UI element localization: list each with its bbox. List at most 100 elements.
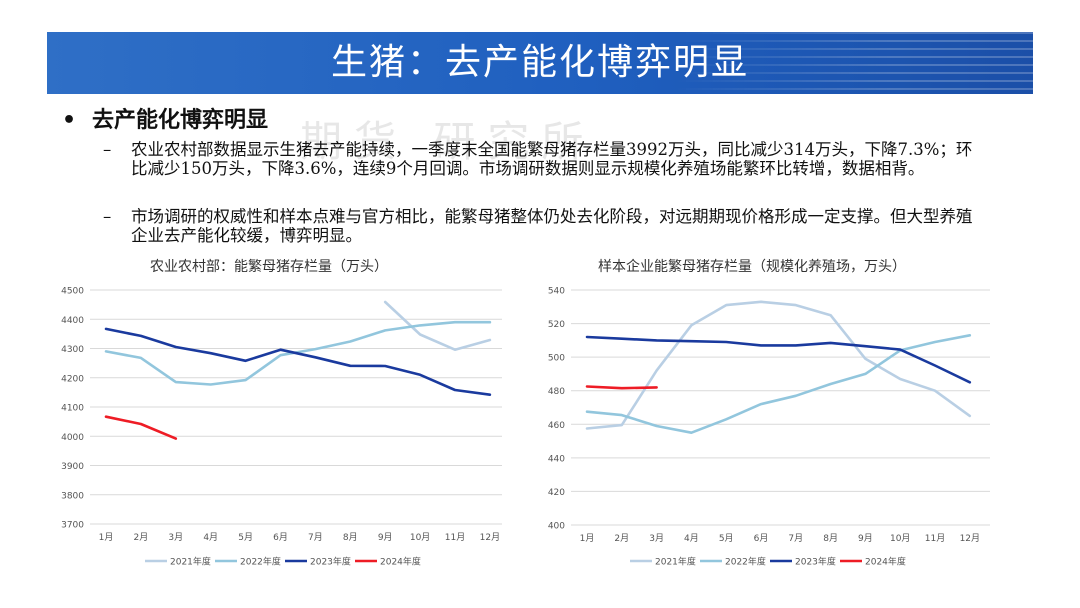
data-point bbox=[210, 383, 212, 385]
bullet-marker: • bbox=[62, 108, 77, 133]
y-tick-label: 480 bbox=[548, 387, 565, 397]
data-point bbox=[829, 314, 831, 316]
page-title: 生猪：去产能化博弈明显 bbox=[330, 42, 749, 83]
series-line bbox=[585, 334, 972, 434]
x-tick-label: 11月 bbox=[445, 532, 465, 543]
x-tick-label: 5月 bbox=[719, 533, 734, 544]
legend-label: 2022年度 bbox=[725, 556, 766, 568]
data-point bbox=[419, 324, 421, 326]
data-point bbox=[829, 342, 831, 344]
chart-2-title: 样本企业能繁母猪存栏量（规模化养殖场，万头） bbox=[598, 259, 906, 275]
data-point bbox=[140, 423, 142, 425]
x-tick-label: 7月 bbox=[788, 533, 803, 544]
data-point bbox=[586, 410, 588, 412]
y-tick-label: 4500 bbox=[61, 287, 84, 297]
data-point bbox=[586, 336, 588, 338]
y-tick-label: 3700 bbox=[61, 521, 84, 531]
legend-label: 2024年度 bbox=[380, 556, 421, 568]
banner-stripes bbox=[673, 32, 1033, 94]
chart-1: 3700 3800 3900 4000 4100 4200 4300 4400 4500 1月 2月… bbox=[61, 287, 502, 568]
data-point bbox=[725, 341, 727, 343]
subpoint-1: – 农业农村部数据显示生猪去产能持续，一季度末全国能繁母猪存栏量3992万头，同… bbox=[103, 140, 983, 178]
x-tick-label: 6月 bbox=[273, 532, 288, 543]
data-point bbox=[140, 357, 142, 359]
data-point bbox=[244, 379, 246, 381]
data-point bbox=[489, 394, 491, 396]
subpoint-text: 市场调研的权威性和样本点难与官方相比，能繁母猪整体仍处去化阶段，对远期期现价格形… bbox=[131, 207, 973, 245]
chart-1-title: 农业农村部：能繁母猪存栏量（万头） bbox=[150, 259, 388, 275]
data-point bbox=[454, 389, 456, 391]
data-point bbox=[175, 346, 177, 348]
data-point bbox=[314, 348, 316, 350]
y-tick-label: 4300 bbox=[61, 345, 84, 355]
data-point bbox=[384, 365, 386, 367]
data-point bbox=[349, 365, 351, 367]
x-tick-label: 1月 bbox=[580, 533, 595, 544]
data-point bbox=[244, 360, 246, 362]
data-point bbox=[725, 304, 727, 306]
data-point bbox=[105, 328, 107, 330]
data-point bbox=[621, 424, 623, 426]
data-point bbox=[829, 383, 831, 385]
data-point bbox=[899, 378, 901, 380]
y-tick-label: 520 bbox=[548, 320, 565, 330]
data-point bbox=[934, 390, 936, 392]
x-tick-label: 2月 bbox=[614, 533, 629, 544]
x-tick-label: 10月 bbox=[410, 532, 430, 543]
data-point bbox=[489, 321, 491, 323]
data-point bbox=[419, 333, 421, 335]
subpoint-text: 农业农村部数据显示生猪去产能持续，一季度末全国能繁母猪存栏量3992万头，同比减… bbox=[131, 140, 973, 178]
legend-label: 2021年度 bbox=[655, 556, 696, 568]
y-tick-label: 440 bbox=[548, 454, 565, 464]
subpoint-dash: – bbox=[103, 207, 112, 226]
data-point bbox=[384, 301, 386, 303]
data-point bbox=[279, 348, 281, 350]
y-tick-label: 540 bbox=[548, 287, 565, 297]
y-tick-label: 3800 bbox=[61, 491, 84, 501]
data-point bbox=[175, 437, 177, 439]
y-tick-label: 400 bbox=[548, 522, 565, 532]
data-point bbox=[655, 369, 657, 371]
data-point bbox=[655, 425, 657, 427]
x-tick-label: 11月 bbox=[925, 533, 945, 544]
legend-label: 2023年度 bbox=[310, 556, 351, 568]
x-tick-label: 7月 bbox=[308, 532, 323, 543]
subpoint-2: – 市场调研的权威性和样本点难与官方相比，能繁母猪整体仍处去化阶段，对远期期现价… bbox=[103, 207, 983, 245]
data-point bbox=[795, 304, 797, 306]
data-point bbox=[864, 373, 866, 375]
series-line bbox=[104, 415, 178, 440]
x-tick-label: 12月 bbox=[480, 532, 500, 543]
data-point bbox=[934, 341, 936, 343]
legend-label: 2024年度 bbox=[865, 556, 906, 568]
x-tick-label: 1月 bbox=[99, 532, 114, 543]
x-tick-label: 2月 bbox=[134, 532, 149, 543]
data-point bbox=[969, 415, 971, 417]
legend-label: 2022年度 bbox=[240, 556, 281, 568]
subpoint-dash: – bbox=[103, 140, 112, 159]
data-point bbox=[864, 345, 866, 347]
data-point bbox=[454, 348, 456, 350]
x-tick-label: 3月 bbox=[168, 532, 183, 543]
data-point bbox=[655, 339, 657, 341]
data-point bbox=[795, 395, 797, 397]
x-tick-label: 9月 bbox=[378, 532, 393, 543]
data-point bbox=[864, 358, 866, 360]
data-point bbox=[314, 356, 316, 358]
legend-label: 2021年度 bbox=[170, 556, 211, 568]
y-tick-label: 3900 bbox=[61, 462, 84, 472]
x-tick-label: 3月 bbox=[649, 533, 664, 544]
x-tick-label: 4月 bbox=[684, 533, 699, 544]
bullet-heading-row: • 去产能化博弈明显 bbox=[62, 106, 268, 136]
data-point bbox=[140, 335, 142, 337]
series-line bbox=[585, 300, 972, 430]
data-point bbox=[760, 301, 762, 303]
data-point bbox=[279, 354, 281, 356]
data-point bbox=[690, 431, 692, 433]
data-point bbox=[655, 386, 657, 388]
y-tick-label: 4100 bbox=[61, 404, 84, 414]
x-tick-label: 9月 bbox=[858, 533, 873, 544]
data-point bbox=[725, 418, 727, 420]
y-tick-label: 500 bbox=[548, 354, 565, 364]
x-tick-label: 8月 bbox=[823, 533, 838, 544]
data-point bbox=[795, 344, 797, 346]
